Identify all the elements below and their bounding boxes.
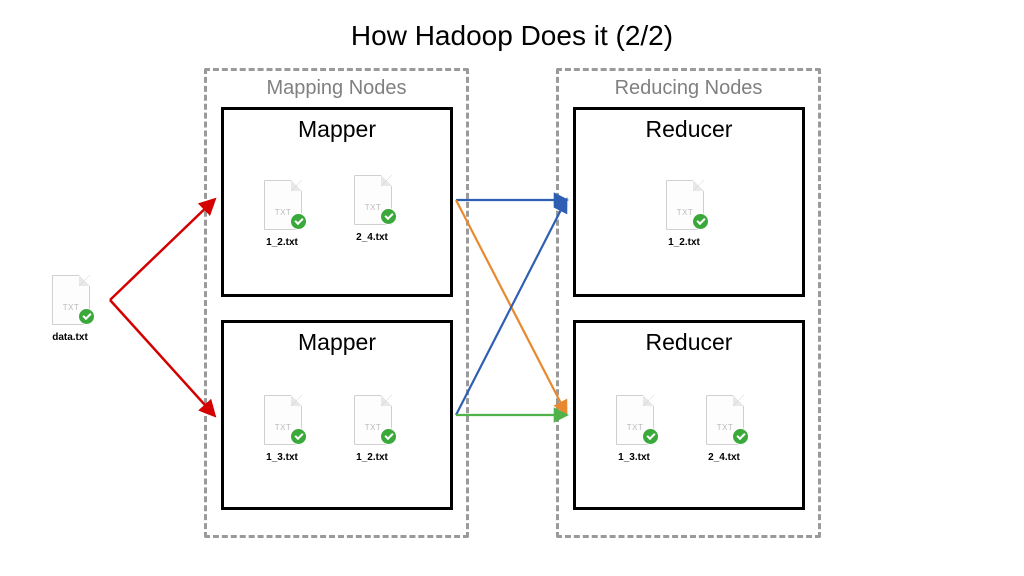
check-icon — [380, 428, 397, 445]
node-label: Reducer — [576, 329, 802, 356]
file-icon: TXT1_2.txt — [342, 395, 402, 463]
arrow — [110, 300, 214, 415]
check-icon — [380, 208, 397, 225]
page-title: How Hadoop Does it (2/2) — [0, 20, 1024, 52]
arrow — [110, 200, 214, 300]
node-label: Mapper — [224, 116, 450, 143]
arrows-layer — [0, 0, 1024, 576]
file-name-label: data.txt — [40, 332, 100, 343]
arrow — [456, 200, 566, 415]
file-name-label: 1_2.txt — [342, 452, 402, 463]
file-name-label: 2_4.txt — [694, 452, 754, 463]
file-icon: TXT1_2.txt — [654, 180, 714, 248]
check-icon — [642, 428, 659, 445]
file-icon: TXT2_4.txt — [694, 395, 754, 463]
file-icon: TXTdata.txt — [40, 275, 100, 343]
file-name-label: 2_4.txt — [342, 232, 402, 243]
file-name-label: 1_2.txt — [654, 237, 714, 248]
file-name-label: 1_3.txt — [604, 452, 664, 463]
file-icon: TXT1_2.txt — [252, 180, 312, 248]
file-icon: TXT2_4.txt — [342, 175, 402, 243]
node-label: Reducer — [576, 116, 802, 143]
node-label: Mapper — [224, 329, 450, 356]
mapping-group-label: Mapping Nodes — [207, 77, 466, 100]
file-name-label: 1_3.txt — [252, 452, 312, 463]
file-icon: TXT1_3.txt — [252, 395, 312, 463]
file-name-label: 1_2.txt — [252, 237, 312, 248]
check-icon — [732, 428, 749, 445]
arrow — [456, 200, 566, 413]
check-icon — [692, 213, 709, 230]
file-icon: TXT1_3.txt — [604, 395, 664, 463]
check-icon — [78, 308, 95, 325]
check-icon — [290, 213, 307, 230]
check-icon — [290, 428, 307, 445]
reducing-group-label: Reducing Nodes — [559, 77, 818, 100]
